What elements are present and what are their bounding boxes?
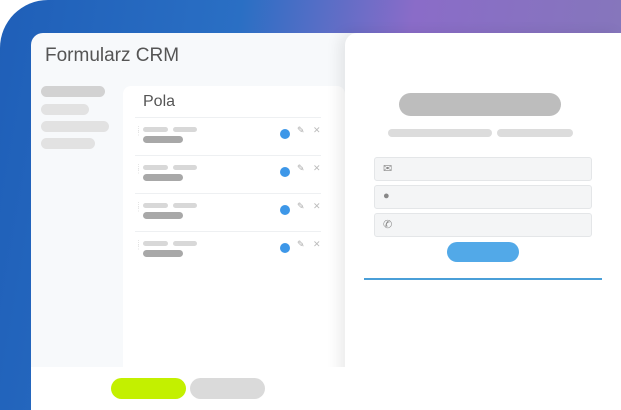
sidebar-item[interactable] [41,86,105,97]
submit-button[interactable] [447,242,519,262]
field-row[interactable]: ⋮ ⋮ ✎ ✕ [135,155,321,193]
divider [364,278,602,280]
edit-icon[interactable]: ✎ [297,163,305,173]
form-subtitle-placeholder [497,129,573,137]
edit-icon[interactable]: ✎ [297,125,305,135]
field-label-placeholder [173,127,197,132]
field-row[interactable]: ⋮ ⋮ ✎ ✕ [135,193,321,231]
field-label-placeholder [173,241,197,246]
mail-icon: ✉ [383,163,393,175]
status-dot[interactable] [280,129,290,139]
sidebar-item[interactable] [41,104,89,115]
field-row[interactable]: ⋮ ⋮ ✎ ✕ [135,117,321,155]
field-label-placeholder [173,165,197,170]
phone-icon: ✆ [383,219,393,231]
field-name-placeholder [143,136,183,143]
name-field[interactable]: ● [374,185,592,209]
email-field[interactable]: ✉ [374,157,592,181]
close-icon[interactable]: ✕ [313,201,321,211]
field-label-placeholder [143,241,168,246]
field-name-placeholder [143,250,183,257]
drag-handle-icon[interactable]: ⋮ ⋮ [135,164,142,175]
edit-icon[interactable]: ✎ [297,201,305,211]
drag-handle-icon[interactable]: ⋮ ⋮ [135,126,142,137]
form-title-placeholder [399,93,561,116]
user-icon: ● [383,190,390,202]
field-label-placeholder [143,203,168,208]
status-dot[interactable] [280,205,290,215]
close-icon[interactable]: ✕ [313,239,321,249]
drag-handle-icon[interactable]: ⋮ ⋮ [135,240,142,251]
page-title: Formularz CRM [45,45,180,66]
close-icon[interactable]: ✕ [313,125,321,135]
form-subtitle-placeholder [388,129,492,137]
primary-button[interactable] [111,378,186,399]
field-label-placeholder [173,203,197,208]
close-icon[interactable]: ✕ [313,163,321,173]
fields-title: Pola [143,93,176,110]
status-dot[interactable] [280,243,290,253]
bottom-bar [31,367,345,410]
field-label-placeholder [143,127,168,132]
drag-handle-icon[interactable]: ⋮ ⋮ [135,202,142,213]
field-name-placeholder [143,212,183,219]
status-dot[interactable] [280,167,290,177]
secondary-button[interactable] [190,378,265,399]
sidebar-item[interactable] [41,138,95,149]
field-label-placeholder [143,165,168,170]
phone-field[interactable]: ✆ [374,213,592,237]
field-row[interactable]: ⋮ ⋮ ✎ ✕ [135,231,321,269]
sidebar-item[interactable] [41,121,109,132]
fields-card: Pola ⋮ ⋮ ✎ ✕ ⋮ ⋮ ✎ ✕ ⋮ ⋮ ✎ ✕ ⋮ ⋮ ✎ ✕ [123,86,345,367]
field-name-placeholder [143,174,183,181]
form-preview: ✉ ● ✆ [345,33,621,410]
edit-icon[interactable]: ✎ [297,239,305,249]
